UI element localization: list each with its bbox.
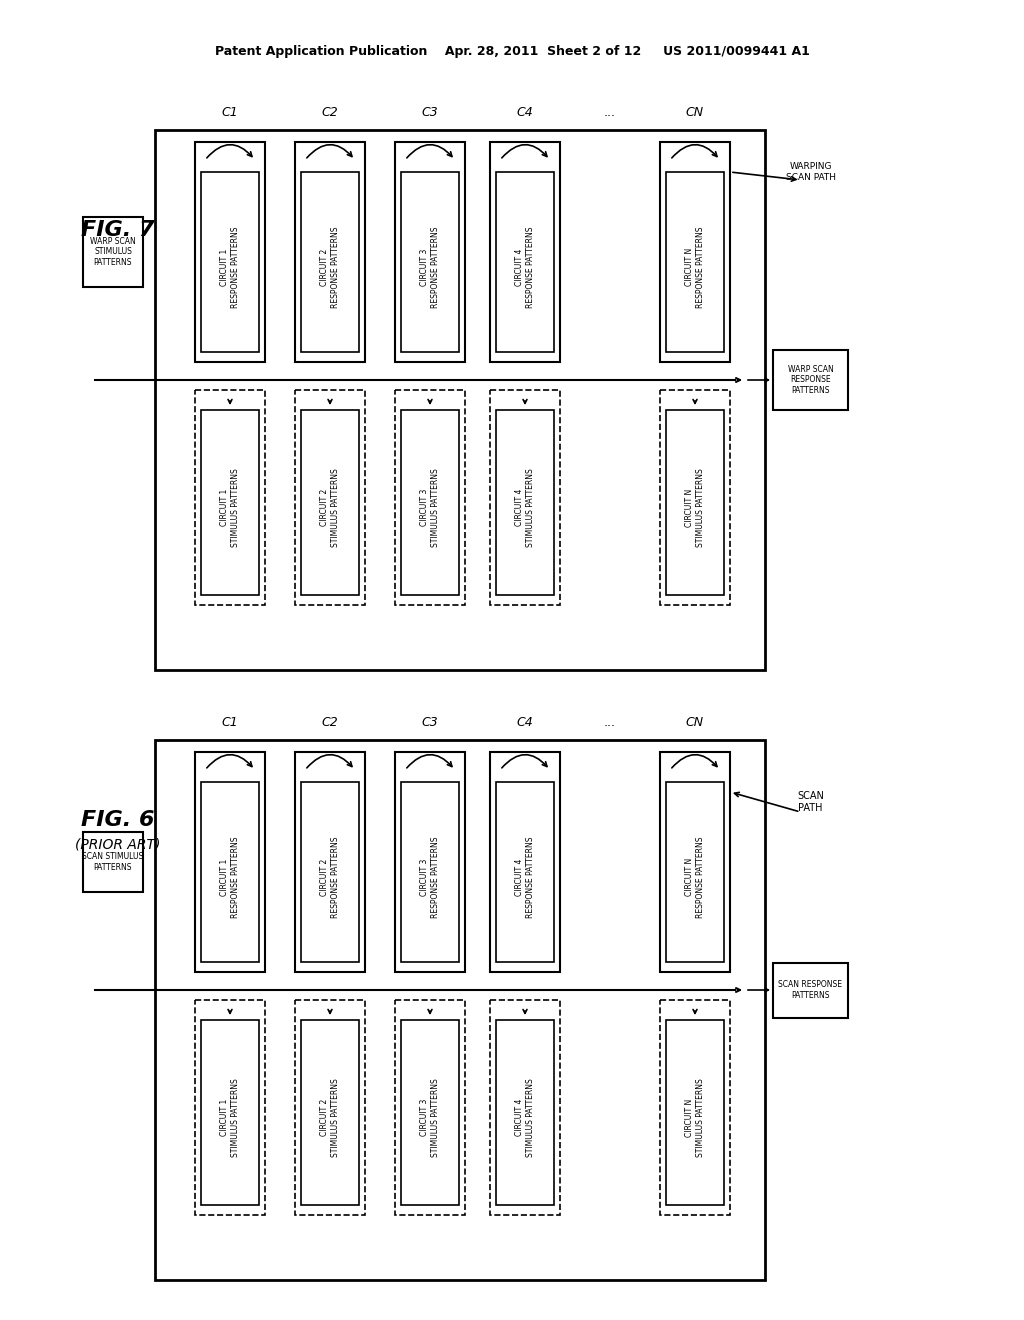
- Bar: [301, 1020, 359, 1205]
- Text: CIRCUIT 1
STIMULUS PATTERNS: CIRCUIT 1 STIMULUS PATTERNS: [220, 1078, 240, 1156]
- Bar: [83, 832, 143, 892]
- Bar: [201, 172, 259, 352]
- Text: C4: C4: [517, 715, 534, 729]
- Text: C3: C3: [422, 106, 438, 119]
- Bar: [773, 962, 848, 1018]
- Text: FIG. 7: FIG. 7: [81, 220, 155, 240]
- Text: C1: C1: [221, 106, 239, 119]
- Bar: [490, 389, 560, 605]
- Text: WARP SCAN
RESPONSE
PATTERNS: WARP SCAN RESPONSE PATTERNS: [787, 366, 834, 395]
- Bar: [195, 143, 265, 362]
- Bar: [295, 143, 365, 362]
- Text: CIRCUIT 2
RESPONSE PATTERNS: CIRCUIT 2 RESPONSE PATTERNS: [321, 837, 340, 917]
- Bar: [496, 1020, 554, 1205]
- Bar: [496, 781, 554, 962]
- Text: CIRCUIT N
RESPONSE PATTERNS: CIRCUIT N RESPONSE PATTERNS: [685, 837, 705, 917]
- Bar: [395, 752, 465, 972]
- Text: C2: C2: [322, 106, 338, 119]
- Text: C1: C1: [221, 715, 239, 729]
- Bar: [301, 411, 359, 595]
- Text: C2: C2: [322, 715, 338, 729]
- Bar: [201, 1020, 259, 1205]
- Text: CIRCUIT 3
STIMULUS PATTERNS: CIRCUIT 3 STIMULUS PATTERNS: [420, 1078, 439, 1156]
- Bar: [155, 129, 765, 671]
- Bar: [195, 389, 265, 605]
- Text: SCAN
PATH: SCAN PATH: [797, 791, 824, 813]
- Text: CIRCUIT 2
RESPONSE PATTERNS: CIRCUIT 2 RESPONSE PATTERNS: [321, 226, 340, 308]
- Bar: [401, 781, 459, 962]
- Text: SCAN STIMULUS
PATTERNS: SCAN STIMULUS PATTERNS: [82, 853, 143, 871]
- Bar: [401, 172, 459, 352]
- Bar: [660, 389, 730, 605]
- Bar: [496, 411, 554, 595]
- Bar: [666, 411, 724, 595]
- Bar: [195, 752, 265, 972]
- Text: CIRCUIT N
STIMULUS PATTERNS: CIRCUIT N STIMULUS PATTERNS: [685, 1078, 705, 1156]
- Bar: [660, 752, 730, 972]
- Bar: [395, 389, 465, 605]
- Text: CN: CN: [686, 106, 705, 119]
- Text: WARPING
SCAN PATH: WARPING SCAN PATH: [785, 162, 836, 182]
- Bar: [773, 350, 848, 411]
- Text: C3: C3: [422, 715, 438, 729]
- Text: ...: ...: [604, 106, 616, 119]
- Text: CIRCUIT N
STIMULUS PATTERNS: CIRCUIT N STIMULUS PATTERNS: [685, 469, 705, 546]
- Bar: [401, 1020, 459, 1205]
- Text: CIRCUIT 2
STIMULUS PATTERNS: CIRCUIT 2 STIMULUS PATTERNS: [321, 469, 340, 546]
- Bar: [295, 752, 365, 972]
- Bar: [660, 143, 730, 362]
- Bar: [201, 781, 259, 962]
- Text: C4: C4: [517, 106, 534, 119]
- Text: CIRCUIT 1
STIMULUS PATTERNS: CIRCUIT 1 STIMULUS PATTERNS: [220, 469, 240, 546]
- Text: CIRCUIT 4
STIMULUS PATTERNS: CIRCUIT 4 STIMULUS PATTERNS: [515, 469, 535, 546]
- Bar: [395, 143, 465, 362]
- Bar: [155, 741, 765, 1280]
- Bar: [401, 411, 459, 595]
- Bar: [295, 1001, 365, 1214]
- Text: CIRCUIT 3
RESPONSE PATTERNS: CIRCUIT 3 RESPONSE PATTERNS: [420, 226, 439, 308]
- Bar: [490, 1001, 560, 1214]
- Text: Patent Application Publication    Apr. 28, 2011  Sheet 2 of 12     US 2011/00994: Patent Application Publication Apr. 28, …: [215, 45, 809, 58]
- Bar: [295, 389, 365, 605]
- Text: CIRCUIT 1
RESPONSE PATTERNS: CIRCUIT 1 RESPONSE PATTERNS: [220, 226, 240, 308]
- Text: CIRCUIT 4
RESPONSE PATTERNS: CIRCUIT 4 RESPONSE PATTERNS: [515, 837, 535, 917]
- Text: CIRCUIT 1
RESPONSE PATTERNS: CIRCUIT 1 RESPONSE PATTERNS: [220, 837, 240, 917]
- Bar: [195, 1001, 265, 1214]
- Text: CIRCUIT 3
STIMULUS PATTERNS: CIRCUIT 3 STIMULUS PATTERNS: [420, 469, 439, 546]
- Bar: [660, 1001, 730, 1214]
- Text: CIRCUIT 2
STIMULUS PATTERNS: CIRCUIT 2 STIMULUS PATTERNS: [321, 1078, 340, 1156]
- Text: ...: ...: [604, 715, 616, 729]
- Bar: [490, 143, 560, 362]
- Text: WARP SCAN
STIMULUS
PATTERNS: WARP SCAN STIMULUS PATTERNS: [90, 238, 136, 267]
- Text: CIRCUIT N
RESPONSE PATTERNS: CIRCUIT N RESPONSE PATTERNS: [685, 226, 705, 308]
- Bar: [496, 172, 554, 352]
- Bar: [301, 172, 359, 352]
- Bar: [666, 172, 724, 352]
- Bar: [490, 752, 560, 972]
- Text: SCAN RESPONSE
PATTERNS: SCAN RESPONSE PATTERNS: [778, 981, 843, 999]
- Text: FIG. 6: FIG. 6: [81, 810, 155, 830]
- Bar: [201, 411, 259, 595]
- Bar: [301, 781, 359, 962]
- Text: (PRIOR ART): (PRIOR ART): [76, 838, 161, 851]
- Bar: [666, 781, 724, 962]
- Text: CIRCUIT 4
STIMULUS PATTERNS: CIRCUIT 4 STIMULUS PATTERNS: [515, 1078, 535, 1156]
- Text: CIRCUIT 3
RESPONSE PATTERNS: CIRCUIT 3 RESPONSE PATTERNS: [420, 837, 439, 917]
- Bar: [395, 1001, 465, 1214]
- Text: CIRCUIT 4
RESPONSE PATTERNS: CIRCUIT 4 RESPONSE PATTERNS: [515, 226, 535, 308]
- Text: CN: CN: [686, 715, 705, 729]
- Bar: [83, 216, 143, 286]
- Bar: [666, 1020, 724, 1205]
